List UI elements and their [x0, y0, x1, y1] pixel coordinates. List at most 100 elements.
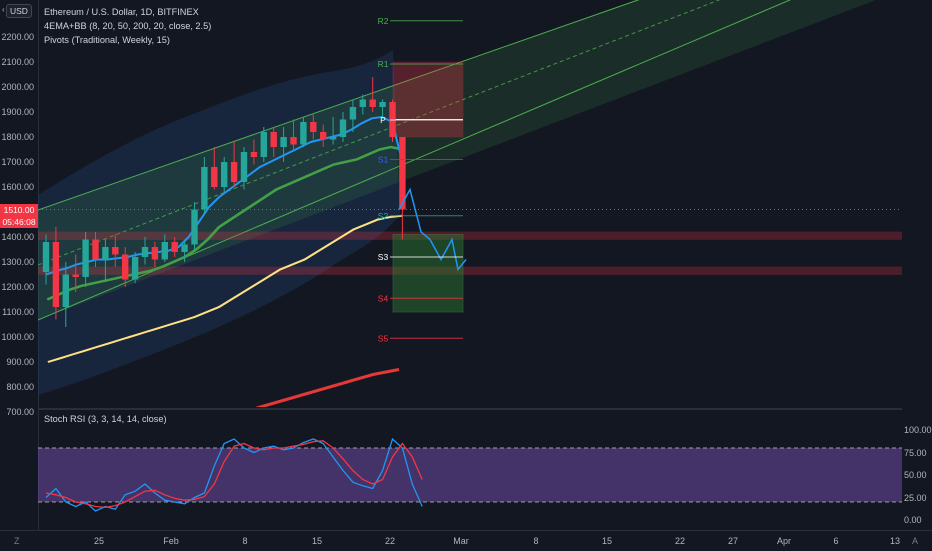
candle-body — [290, 137, 297, 145]
candle-body — [112, 247, 119, 255]
candle-body — [399, 137, 406, 210]
candle-body — [42, 242, 50, 272]
candle-body — [92, 239, 99, 260]
candle-body — [359, 99, 366, 107]
price-tick: 1200.00 — [1, 282, 34, 292]
price-tick: 1400.00 — [1, 232, 34, 242]
candle-body — [161, 242, 168, 260]
price-tick: 1700.00 — [1, 157, 34, 167]
collapse-icon[interactable]: ‹ — [2, 5, 5, 14]
projection-path — [398, 187, 467, 272]
rsi-tick: 75.00 — [904, 447, 927, 458]
auto-scale-button[interactable]: A — [912, 536, 919, 546]
rsi-band-fill — [38, 448, 902, 502]
candle-body — [151, 247, 159, 260]
candle-body — [62, 274, 69, 307]
pivots-indicator-label[interactable]: Pivots (Traditional, Weekly, 15) — [44, 35, 170, 45]
rsi-axis[interactable]: 100.00 75.00 50.00 25.00 0.00 — [902, 410, 932, 530]
pivot-label: S1 — [378, 155, 389, 165]
ema-bb-indicator-label[interactable]: 4EMA+BB (8, 20, 50, 200, 20, close, 2.5) — [44, 21, 212, 31]
candle-body — [191, 209, 198, 245]
candle-body — [102, 247, 109, 260]
time-tick: 8 — [533, 536, 539, 546]
candle-body — [221, 162, 228, 187]
time-tick: 15 — [311, 536, 323, 546]
channel-upper-line — [38, 0, 640, 211]
candle-body — [300, 122, 307, 145]
price-tick: 800.00 — [6, 382, 34, 392]
candle-body — [349, 107, 357, 120]
price-tick: 1900.00 — [1, 107, 34, 117]
stop-loss-box — [392, 61, 464, 138]
time-tick: Apr — [776, 536, 792, 546]
price-tick: 1100.00 — [2, 307, 34, 317]
time-tick: Feb — [163, 536, 179, 546]
ema-long-line — [254, 368, 400, 407]
price-tick: 1800.00 — [1, 132, 34, 142]
candle-body — [240, 152, 248, 182]
candle-body — [52, 242, 60, 307]
price-tick: 700.00 — [6, 407, 34, 417]
pane-separator[interactable] — [38, 408, 902, 410]
chart-legend: Ethereum / U.S. Dollar, 1D, BITFINEX 4EM… — [44, 5, 211, 47]
candle-body — [171, 242, 178, 252]
time-tick: 15 — [601, 536, 613, 546]
ema50-line — [46, 145, 403, 301]
bollinger-band-fill — [38, 50, 400, 395]
stoch-d-line — [45, 440, 423, 509]
candle-body — [329, 137, 337, 140]
pivot-label: S4 — [378, 293, 389, 303]
bar-countdown-label: 05:46:08 — [0, 215, 38, 228]
stoch-rsi-pane[interactable] — [38, 410, 902, 530]
candle-body — [131, 257, 139, 280]
ema200-line — [47, 214, 403, 363]
candle-body — [270, 132, 277, 147]
rsi-tick: 50.00 — [904, 470, 927, 480]
time-tick: 27 — [727, 536, 739, 546]
stoch-rsi-chart[interactable] — [38, 410, 902, 530]
current-price-label: 1510.00 — [0, 203, 38, 216]
candle-body — [72, 274, 79, 277]
price-tick: 1300.00 — [1, 257, 34, 267]
currency-button[interactable]: USD — [6, 4, 32, 18]
time-tick: 13 — [889, 536, 901, 546]
time-tick: 6 — [833, 536, 839, 546]
take-profit-box — [392, 234, 464, 313]
time-tick: 22 — [674, 536, 686, 546]
main-chart-pane[interactable]: R2 R1 P S1 S2 S3 S4 S5 — [38, 0, 902, 407]
pivot-label: R1 — [378, 59, 389, 69]
price-tick: 1600.00 — [1, 182, 34, 192]
pivot-label: S2 — [378, 211, 389, 221]
rsi-tick: 0.00 — [904, 515, 922, 525]
candle-body — [280, 137, 287, 147]
candle-body — [320, 132, 327, 140]
candle-body — [369, 99, 376, 107]
price-tick: 900.00 — [6, 357, 34, 367]
price-chart[interactable]: R2 R1 P S1 S2 S3 S4 S5 — [38, 0, 902, 407]
time-tick: 25 — [93, 536, 105, 546]
candle-body — [122, 254, 129, 280]
candle-body — [211, 167, 218, 187]
price-tick: 2100.00 — [1, 57, 34, 67]
candle-body — [181, 244, 188, 252]
time-axis[interactable]: Z A 25 Feb 8 15 22 Mar 8 15 22 27 Apr 6 13 — [0, 530, 932, 551]
price-axis[interactable]: ‹ USD 2200.00 2100.00 2000.00 1900.00 1800.0… — [0, 0, 39, 530]
pivot-label: R2 — [378, 16, 389, 26]
pivot-label: S3 — [378, 252, 389, 262]
pivot-label: P — [380, 115, 386, 125]
candle-body — [379, 102, 386, 107]
channel-mid-line — [38, 0, 721, 266]
pivot-label: S5 — [378, 333, 389, 343]
candle-body — [250, 152, 258, 157]
candle-body — [310, 122, 317, 132]
candle-body — [82, 239, 89, 277]
time-tick: 8 — [242, 536, 248, 546]
candle-body — [201, 167, 208, 210]
rsi-tick: 25.00 — [904, 492, 927, 503]
candle-body — [141, 247, 149, 257]
symbol-title[interactable]: Ethereum / U.S. Dollar, 1D, BITFINEX — [44, 7, 199, 17]
stoch-rsi-legend[interactable]: Stoch RSI (3, 3, 14, 14, close) — [44, 414, 167, 424]
candle-body — [230, 162, 238, 182]
zoom-icon[interactable]: Z — [14, 536, 20, 546]
time-tick: Mar — [453, 536, 469, 546]
